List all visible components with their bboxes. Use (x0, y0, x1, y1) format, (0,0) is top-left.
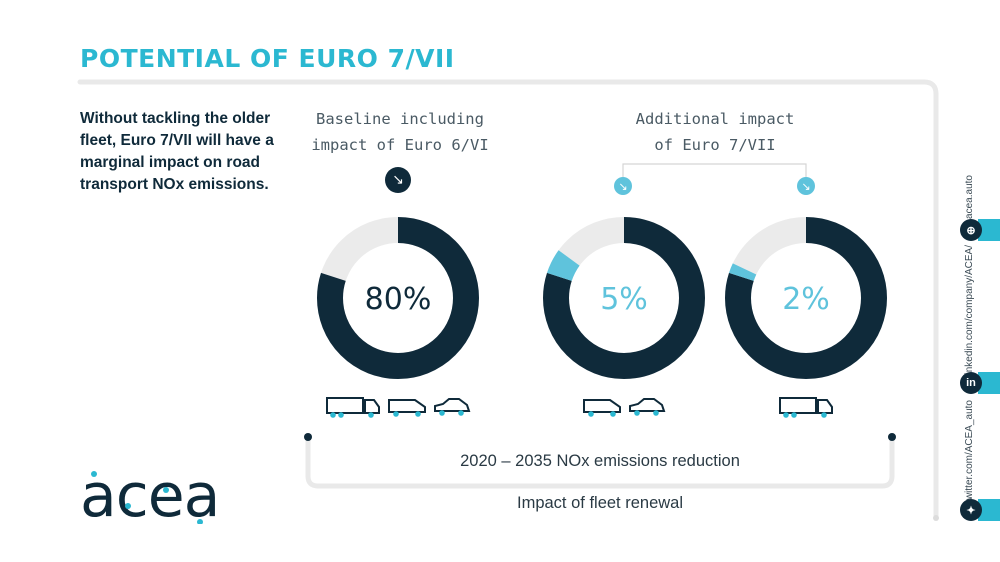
fleet-renewal-label: Impact of fleet renewal (517, 494, 683, 512)
acea-logo: acea (80, 462, 220, 524)
twitter-tab (978, 499, 1000, 521)
donut-percent-label: 5% (600, 282, 648, 317)
additional-header: Additional impact of Euro 7/VII (590, 106, 840, 158)
additional-header-line2: of Euro 7/VII (654, 136, 776, 154)
page-title: POTENTIAL OF EURO 7/VII (80, 44, 455, 73)
additional-bracket (622, 163, 807, 177)
arrow-down-right-icon: ↘ (797, 177, 815, 195)
baseline-header-line2: impact of Euro 6/VI (311, 136, 489, 154)
twitter-icon[interactable]: ✦ (960, 499, 982, 521)
car-icon (629, 398, 666, 416)
donut-value-segment (317, 217, 479, 379)
frame-end-dot (933, 515, 939, 521)
arrow-down-right-icon: ↘ (614, 177, 632, 195)
donut-base-segment (725, 217, 887, 379)
bracket-dot-right (888, 433, 896, 441)
additional-header-line1: Additional impact (635, 110, 795, 128)
baseline-header: Baseline including impact of Euro 6/VI (300, 106, 500, 158)
website-link[interactable]: acea.auto (964, 175, 975, 219)
twitter-link[interactable]: twitter.com/ACEA_auto (964, 400, 975, 503)
linkedin-link[interactable]: linkedin.com/company/ACEA/ (964, 245, 975, 377)
van-icon (583, 399, 621, 417)
truck-icon (779, 397, 833, 418)
donut-percent-label: 80% (365, 282, 432, 317)
reduction-label: 2020 – 2035 NOx emissions reduction (460, 452, 740, 470)
donut-base-segment (543, 217, 705, 379)
linkedin-tab (978, 372, 1000, 394)
website-tab (978, 219, 1000, 241)
logo-text: acea (80, 462, 219, 524)
arrow-down-right-icon: ↘ (385, 167, 411, 193)
globe-icon[interactable]: ⊕ (960, 219, 982, 241)
baseline-header-line1: Baseline including (316, 110, 484, 128)
reduction-bracket (305, 437, 895, 489)
donut-percent-label: 2% (782, 282, 830, 317)
bracket-dot-left (304, 433, 312, 441)
intro-text: Without tackling the older fleet, Euro 7… (80, 110, 274, 193)
car-icon (434, 398, 471, 416)
linkedin-icon[interactable]: in (960, 372, 982, 394)
truck-icon (326, 397, 380, 418)
van-icon (388, 399, 426, 417)
frame-line (77, 79, 939, 521)
